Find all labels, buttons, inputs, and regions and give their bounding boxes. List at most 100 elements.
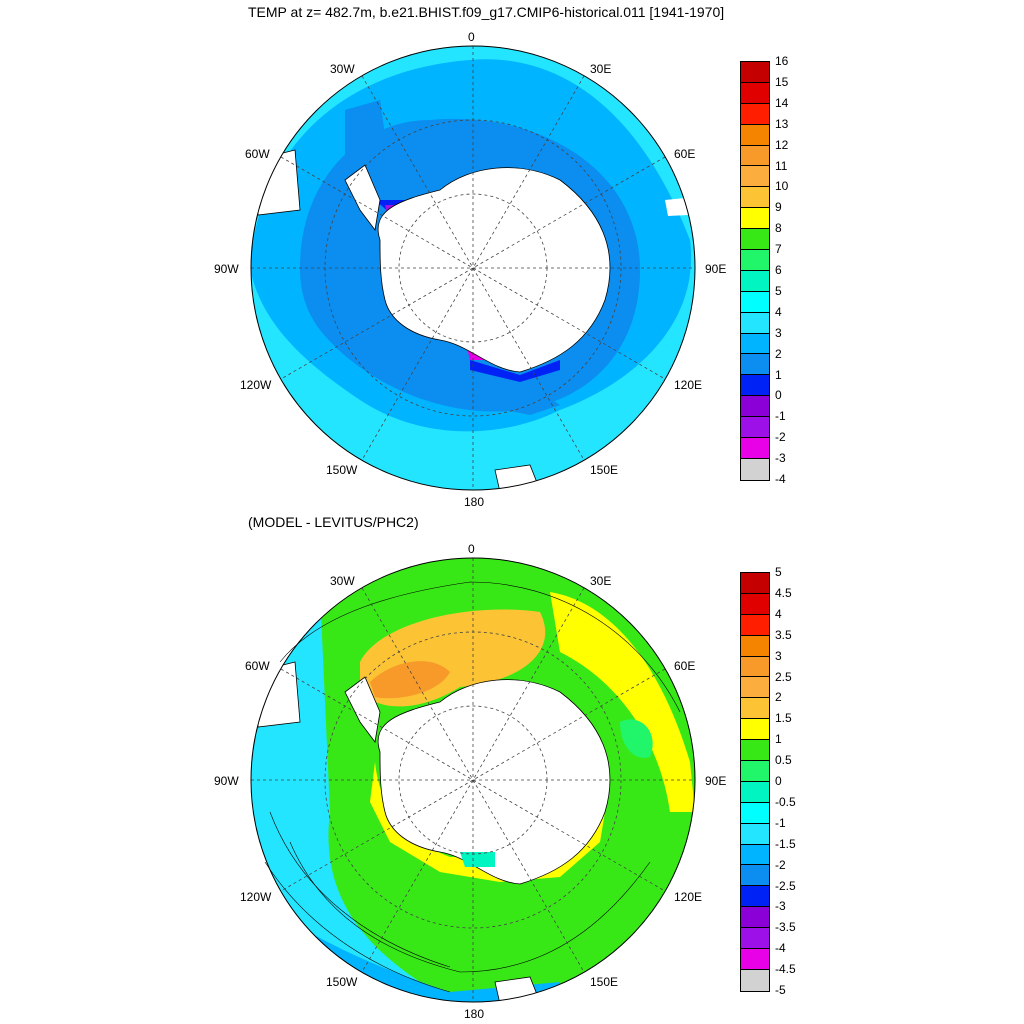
- colorbar-segment: [741, 187, 769, 209]
- diff-fill-warmer-weddell: [370, 661, 450, 699]
- colorbar-tick-label: -3: [775, 451, 786, 466]
- colorbar-segment: [741, 312, 769, 334]
- map-boundary: [250, 45, 696, 491]
- colorbar-segment: [741, 656, 769, 678]
- colorbar-segment: [741, 802, 769, 824]
- lon-label-30w: 30W: [330, 62, 355, 76]
- lon-label-90w: 90W: [214, 262, 239, 276]
- colorbar-tick-label: 6: [775, 263, 782, 277]
- colorbar-tick-label: 16: [775, 54, 789, 68]
- colorbar-tick-label: -1: [775, 815, 786, 830]
- colorbar-tick-label: 3: [775, 325, 782, 340]
- colorbar-segment: [741, 844, 769, 866]
- colorbar-segment: [741, 969, 769, 991]
- colorbar-segment: [741, 438, 769, 459]
- colorbar-tick-label: 2: [775, 346, 782, 361]
- contour-lines: [264, 581, 681, 993]
- colorbar-tick-label: 2: [775, 690, 782, 705]
- colorbar-tick-label: 11: [775, 158, 788, 173]
- colorbar-segment: [741, 949, 769, 970]
- lon-label-120e: 120E: [674, 890, 703, 904]
- colorbar-tick-label: 8: [775, 221, 782, 236]
- diff-fill-warm-coastal: [370, 762, 605, 882]
- colorbar-segment: [741, 103, 769, 125]
- colorbar-segment: [741, 291, 769, 313]
- colorbar-tick-label: -1.5: [775, 836, 796, 851]
- colorbar-tick-label: 3.5: [775, 627, 792, 642]
- lon-label-60e: 60E: [674, 147, 696, 161]
- colorbar-difference: [740, 572, 770, 992]
- lon-label-150e: 150E: [590, 463, 619, 477]
- lon-label-120w: 120W: [240, 378, 272, 392]
- colorbar-tick-label: 4: [775, 304, 782, 319]
- colorbar-segment: [741, 145, 769, 167]
- lon-label-60w: 60W: [245, 659, 270, 673]
- colorbar-tick-label: -2: [775, 430, 786, 445]
- colorbar-tick-label: 7: [775, 242, 782, 257]
- colorbar-tick-label: 0.5: [775, 753, 792, 768]
- colorbar-tick-label: -3.5: [775, 920, 796, 935]
- lon-label-90e: 90E: [705, 262, 727, 276]
- lon-label-30e: 30E: [590, 62, 612, 76]
- colorbar-tick-label: -4: [775, 941, 786, 956]
- colorbar-segment: [741, 614, 769, 636]
- colorbar-temperature: [740, 61, 770, 481]
- colorbar-segment: [741, 886, 769, 908]
- colorbar-segment: [741, 865, 769, 887]
- lon-label-180: 180: [464, 495, 485, 509]
- colorbar-tick-label: 0: [775, 774, 782, 788]
- colorbar-tick-label: 9: [775, 200, 782, 215]
- colorbar-segment: [741, 62, 769, 83]
- colorbar-tick-label: 2.5: [775, 669, 792, 684]
- colorbar-tick-label: 15: [775, 74, 789, 89]
- colorbar-segment: [741, 719, 769, 741]
- colorbar-segment: [741, 124, 769, 146]
- lon-label-90e: 90E: [705, 774, 727, 788]
- map-boundary: [250, 557, 696, 1003]
- diff-fill-warm-east: [550, 592, 695, 812]
- colorbar-tick-label: 5: [775, 283, 782, 298]
- lon-label-30e: 30E: [590, 574, 612, 588]
- colorbar-tick-label: 1.5: [775, 711, 792, 726]
- cold-edge-ross: [470, 360, 560, 382]
- lon-label-120e: 120E: [674, 378, 703, 392]
- antarctica-landmass: [377, 167, 611, 373]
- colorbar-segment: [741, 740, 769, 762]
- lon-label-180: 180: [464, 1007, 485, 1021]
- colorbar-segment: [741, 761, 769, 782]
- colorbar-segment: [741, 82, 769, 104]
- colorbar-tick-label: -4.5: [775, 962, 796, 977]
- colorbar-segment: [741, 417, 769, 439]
- colorbar-tick-label: 4.5: [775, 585, 792, 600]
- colorbar-tick-label: 0: [775, 388, 782, 403]
- colorbar-segment: [741, 781, 769, 803]
- colorbar-tick-label: 1: [775, 732, 782, 747]
- panel-title-difference: (MODEL - LEVITUS/PHC2): [248, 514, 419, 530]
- graticule: [251, 46, 695, 490]
- colorbar-tick-label: 1: [775, 367, 782, 382]
- colorbar-tick-label: -5: [775, 983, 786, 997]
- colorbar-segment: [741, 354, 769, 376]
- lon-label-150e: 150E: [590, 975, 619, 989]
- diff-fill-cold-west: [251, 592, 450, 1002]
- lon-label-0: 0: [468, 542, 475, 556]
- colorbar-segment: [741, 333, 769, 355]
- colorbar-tick-label: -3: [775, 899, 786, 914]
- antarctica-landmass: [377, 679, 611, 885]
- colorbar-tick-label: 4: [775, 606, 782, 621]
- ross-neutral-patch: [460, 852, 495, 867]
- colorbar-segment: [741, 928, 769, 950]
- polar-map-difference: [250, 557, 696, 1003]
- polar-map-temperature: [250, 45, 696, 491]
- colorbar-segment: [741, 823, 769, 845]
- colorbar-tick-label: 13: [775, 116, 789, 131]
- lon-label-0: 0: [468, 30, 475, 44]
- colorbar-tick-label: 14: [775, 95, 789, 110]
- antarctic-peninsula: [344, 676, 381, 743]
- lon-label-60w: 60W: [245, 147, 270, 161]
- panel-title-temperature: TEMP at z= 482.7m, b.e21.BHIST.f09_g17.C…: [248, 4, 725, 20]
- colorbar-segment: [741, 229, 769, 251]
- graticule: [251, 558, 695, 1002]
- lon-label-30w: 30W: [330, 574, 355, 588]
- colorbar-segment: [741, 593, 769, 615]
